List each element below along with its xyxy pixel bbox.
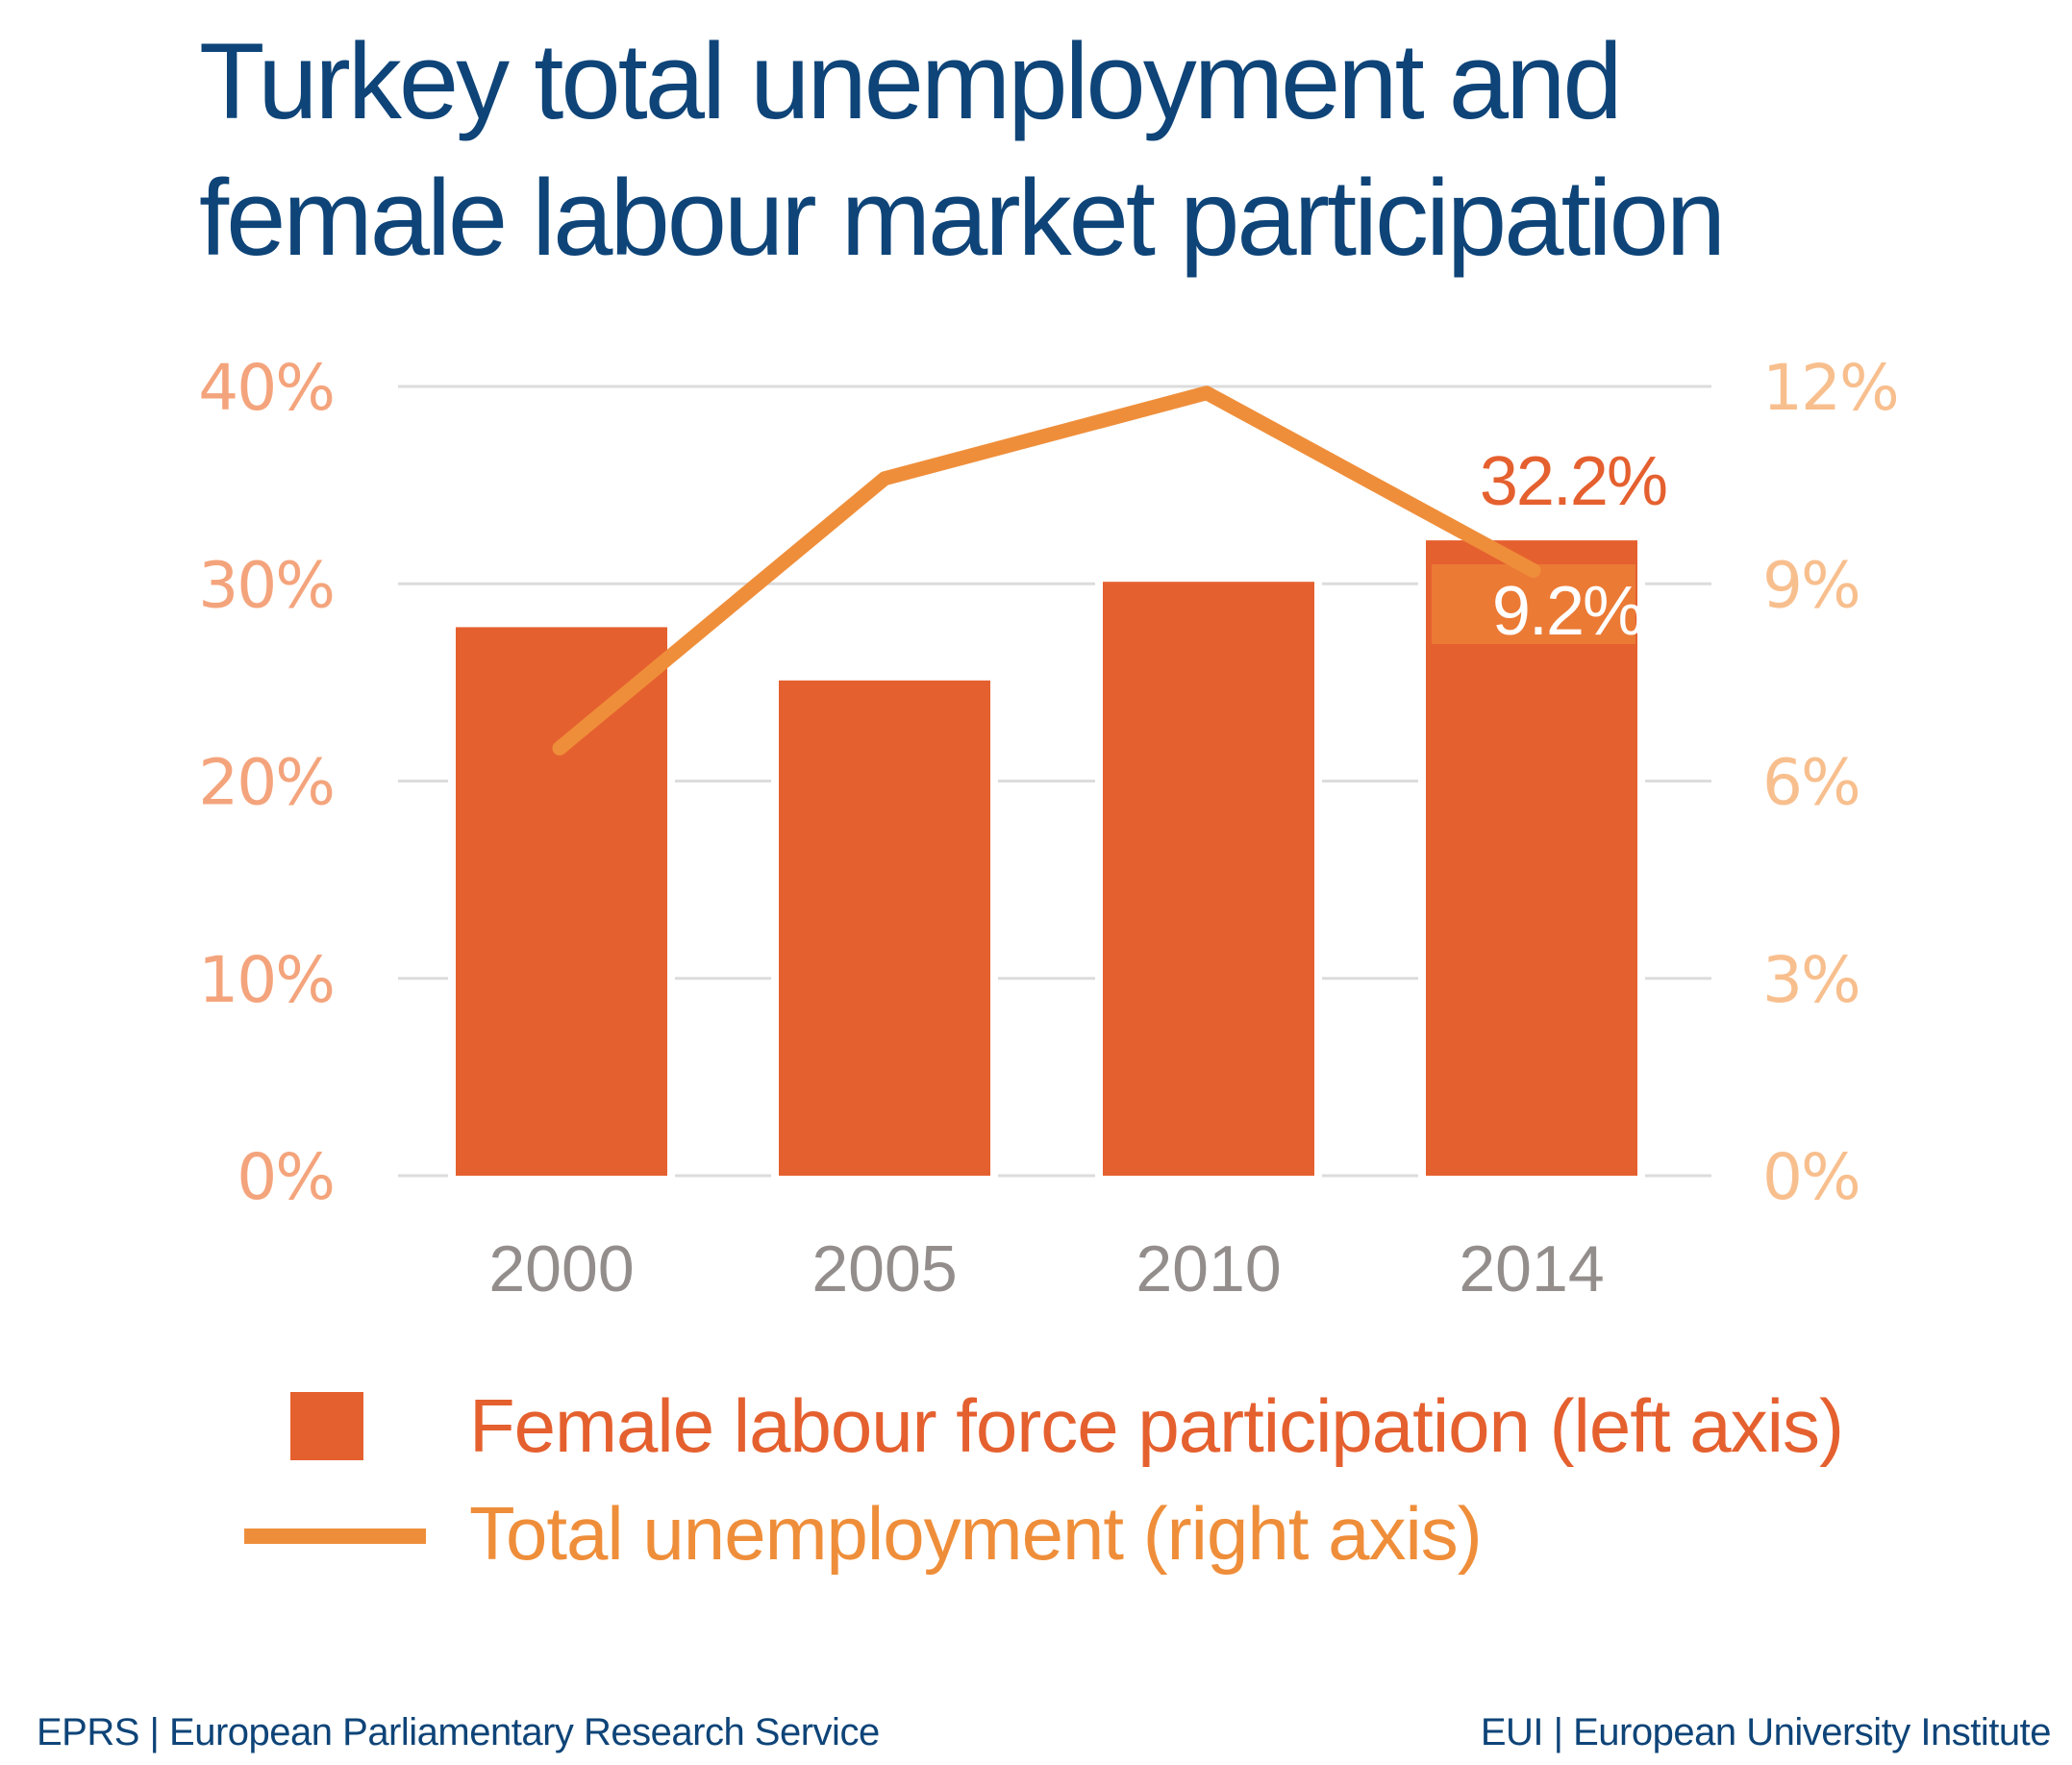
chart-title-line-2: female labour market participation xyxy=(199,158,1726,278)
x-axis-label: 2000 xyxy=(488,1232,634,1305)
right-axis-tick-label: 9% xyxy=(1762,548,1860,622)
legend-bar-swatch-icon xyxy=(290,1392,363,1460)
left-axis-tick-label: 20% xyxy=(198,746,334,820)
right-axis-tick-label: 6% xyxy=(1762,746,1860,820)
right-axis-tick-label: 0% xyxy=(1762,1140,1860,1214)
x-axis-label: 2014 xyxy=(1459,1232,1604,1305)
legend-label-total-unemployment: Total unemployment (right axis) xyxy=(469,1491,1483,1576)
left-axis-tick-label: 40% xyxy=(198,351,334,425)
legend-line-swatch-icon xyxy=(244,1529,426,1544)
right-axis-tick-label: 3% xyxy=(1762,943,1860,1017)
x-axis-label: 2005 xyxy=(811,1232,957,1305)
footer-source-eui: EUI | European University Institute xyxy=(1480,1711,2052,1753)
chart-plot: 0%10%20%30%40% 0%3%6%9%12% 2000 2005 2010 2… xyxy=(198,351,1900,1305)
footer-source-eprs: EPRS | European Parliamentary Research S… xyxy=(37,1711,880,1753)
bar-series xyxy=(448,538,1645,1180)
legend-label-female-participation: Female labour force participation (left … xyxy=(469,1383,1844,1468)
line-series xyxy=(552,385,1541,756)
chart-title: Turkey total unemployment and female lab… xyxy=(199,13,1726,286)
x-axis-labels: 2000 2005 2010 2014 xyxy=(488,1232,1604,1305)
right-axis-ticks: 0% 3% 6% 9% 12% xyxy=(1762,351,1900,1214)
bar-2014 xyxy=(1426,540,1637,1176)
chart-title-line-1: Turkey total unemployment and xyxy=(199,21,1623,141)
bar-2010 xyxy=(1103,582,1314,1176)
left-axis-tick-label: 30% xyxy=(198,548,334,622)
left-axis-tick-label: 10% xyxy=(198,943,334,1017)
right-axis-tick-label: 12% xyxy=(1762,351,1898,425)
legend-item-female-participation: Female labour force participation (left … xyxy=(244,1383,1975,1488)
left-axis-ticks: 0% 10% 20% 30% 40% xyxy=(198,351,336,1214)
legend-item-total-unemployment: Total unemployment (right axis) xyxy=(244,1488,1975,1584)
bar-2005 xyxy=(779,680,990,1176)
bar-2014-value-label: 32.2% xyxy=(1480,443,1666,520)
left-axis-tick-label: 0% xyxy=(237,1140,334,1214)
line-2014-value-label: 9.2% xyxy=(1492,573,1642,650)
bar-2000 xyxy=(456,627,667,1176)
x-axis-label: 2010 xyxy=(1136,1232,1281,1305)
